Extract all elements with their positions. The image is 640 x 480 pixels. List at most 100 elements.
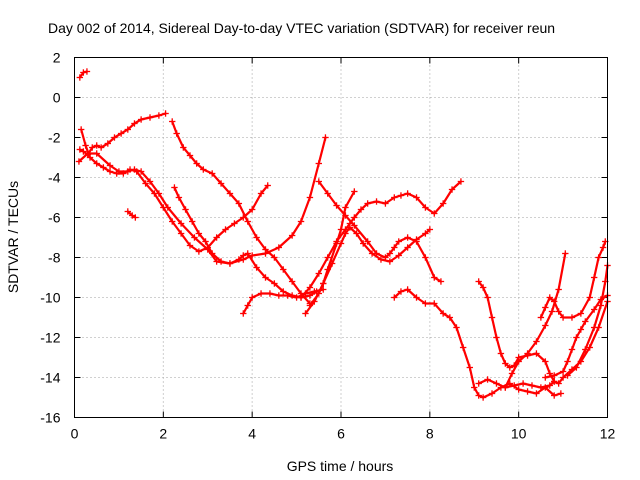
data-point [431,274,438,281]
data-point [271,254,278,261]
data-point [86,154,94,161]
x-tick-label: 12 [600,426,616,442]
data-point [397,192,405,199]
data-point [257,290,265,297]
data-point [439,200,447,207]
data-point [186,242,194,249]
data-point [306,284,314,291]
data-point [324,254,331,261]
data-point [373,198,380,205]
data-point [333,202,340,209]
data-point [280,288,287,295]
data-point [475,278,482,285]
data-series [76,110,169,158]
data-point [253,234,260,241]
data-point [437,278,445,285]
data-point [284,292,291,299]
data-point [257,190,265,197]
data-point [395,252,402,259]
data-point [568,346,576,353]
x-tick-label: 2 [159,426,167,442]
y-tick-label: 2 [53,50,61,66]
data-point [391,244,398,251]
data-point [466,364,474,371]
data-point [146,178,154,185]
data-point [555,286,562,293]
data-point [244,302,251,309]
data-point [302,310,309,317]
data-point [244,218,251,225]
series-trace [317,180,442,283]
data-point [162,110,169,117]
data-point [226,190,234,197]
data-point [404,244,411,251]
data-point [542,322,549,329]
data-point [84,150,92,157]
data-point [191,234,198,241]
data-point [502,360,509,367]
data-point [222,226,229,233]
data-series [171,184,320,301]
data-series [124,208,139,221]
data-point [582,318,589,325]
data-point [217,258,225,265]
data-point [448,186,456,193]
series-trace [477,280,609,385]
data-point [315,160,322,167]
y-axis-label: SDTVAR / TECUs [5,181,21,293]
data-point [182,206,189,213]
data-point [533,390,540,397]
data-point [590,306,598,313]
data-point [333,240,340,247]
data-point [248,294,256,301]
data-point [533,338,540,345]
data-point [524,388,531,395]
data-series [542,292,611,381]
data-point [519,380,527,387]
data-point [426,226,434,233]
series-trace [173,186,318,299]
data-point [342,204,349,211]
axis-ticks: 0 2 4 6 8 10 12 -16 -14 -12 -10 -8 -6 -4 -2 0 2 [40,50,615,442]
data-point [559,374,567,381]
data-point [471,384,478,391]
data-point [171,184,178,191]
chart-title: Day 002 of 2014, Sidereal Day-to-day VTE… [48,20,555,36]
data-point [515,386,522,393]
data-point [288,232,296,239]
data-point [551,372,558,379]
data-point [497,350,505,357]
data-point [137,116,145,123]
data-point [506,364,513,371]
data-point [457,178,465,185]
data-point [546,382,553,389]
data-point [559,368,567,375]
data-point [475,380,482,387]
data-point [533,350,540,357]
data-point [131,120,138,127]
data-point [413,294,420,301]
data-point [391,294,398,301]
data-point [288,278,296,285]
data-point [248,206,256,213]
y-tick-label: -8 [48,250,61,266]
data-point [297,218,305,225]
y-tick-label: 0 [53,90,61,106]
data-point [364,200,371,207]
series-layer [75,68,611,401]
data-point [422,300,429,307]
data-point [76,146,84,153]
data-point [80,148,87,155]
data-point [315,290,322,297]
series-trace [77,136,327,265]
data-point [217,180,225,187]
data-point [315,270,322,277]
data-point [573,334,580,341]
data-point [124,208,131,215]
data-point [397,288,405,295]
data-point [346,224,354,231]
data-point [459,344,467,351]
x-tick-label: 10 [511,426,527,442]
data-point [93,142,100,149]
